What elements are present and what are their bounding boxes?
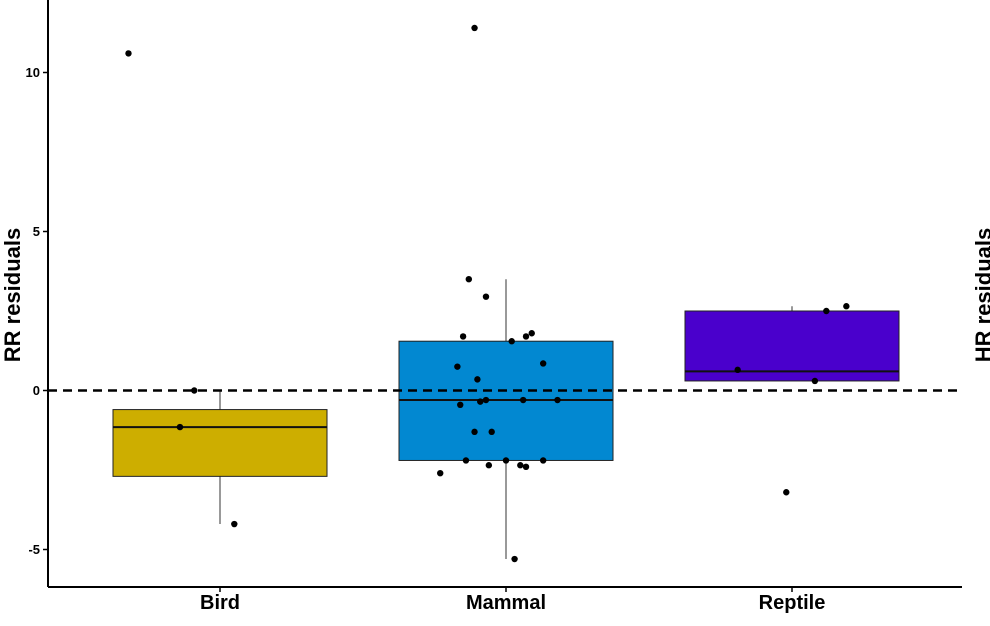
data-point-mammal [539, 360, 547, 367]
data-point-mammal [485, 462, 493, 469]
box-reptile [684, 306, 900, 382]
data-point-mammal [457, 401, 464, 409]
x-tick-label-bird: Bird [200, 592, 240, 614]
data-point-mammal [517, 462, 524, 469]
data-point-mammal [459, 333, 467, 340]
y-tick-label: 10 [26, 65, 40, 80]
data-point-mammal [471, 24, 478, 32]
box-body [684, 310, 900, 382]
y-axis-ticks: -5 0 5 10 [26, 65, 48, 557]
data-point-mammal [454, 363, 461, 370]
plot-area [48, 24, 962, 563]
x-tick-label-mammal: Mammal [466, 592, 546, 614]
data-point-bird [125, 50, 132, 57]
data-point-mammal [522, 463, 530, 471]
data-point-mammal [539, 457, 547, 464]
data-point-mammal [482, 293, 490, 300]
y-tick-label: 0 [33, 383, 40, 398]
data-point-mammal [519, 396, 527, 404]
data-point-mammal [477, 398, 484, 405]
box-body [112, 409, 328, 477]
right-y-axis-title: HR residuals [971, 228, 990, 363]
data-point-mammal [471, 428, 478, 436]
box-mammal [398, 279, 614, 560]
data-point-mammal [554, 396, 561, 404]
data-point-reptile [783, 489, 790, 496]
data-point-mammal [502, 457, 510, 464]
x-tick-label-reptile: Reptile [759, 592, 826, 614]
data-point-bird [231, 520, 238, 528]
data-point-mammal [437, 469, 444, 477]
data-point-reptile [843, 303, 850, 310]
box-bird [112, 390, 328, 525]
data-point-mammal [488, 428, 495, 436]
data-point-reptile [823, 307, 830, 315]
data-point-mammal [482, 396, 490, 404]
data-point-reptile [811, 377, 819, 385]
data-point-reptile [734, 366, 741, 374]
y-tick-label: -5 [28, 542, 40, 557]
data-point-mammal [522, 333, 530, 340]
y-tick-label: 5 [33, 224, 40, 239]
data-point-mammal [465, 276, 473, 283]
data-point-mammal [528, 330, 535, 337]
data-point-bird [176, 423, 184, 431]
x-axis-ticks: Bird Mammal Reptile [200, 587, 825, 614]
data-point-bird [191, 387, 198, 394]
data-point-mammal [508, 338, 515, 345]
data-point-mammal [511, 555, 518, 563]
data-point-mammal [462, 457, 470, 464]
data-points [125, 24, 850, 563]
data-point-mammal [474, 376, 481, 383]
y-axis-title: RR residuals [0, 228, 25, 363]
